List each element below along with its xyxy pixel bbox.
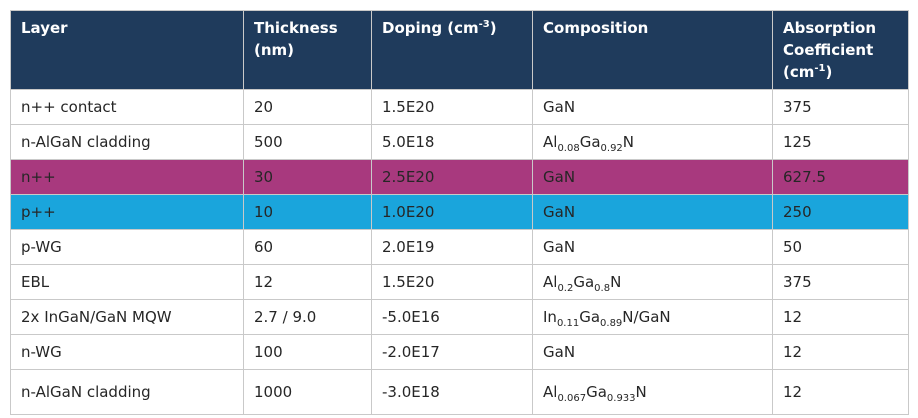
header-thickness: Thickness (nm) [243, 10, 372, 90]
cell-layer: n++ contact [10, 89, 244, 125]
cell-absorption: 50 [772, 229, 909, 265]
table-body: n++ contact 20 1.5E20 GaN 375 n-AlGaN claddin… [10, 89, 909, 415]
cell-thickness: 500 [243, 124, 372, 160]
cell-composition: GaN [532, 194, 773, 230]
table-row: EBL 12 1.5E20 Al0.2Ga0.8N 375 [10, 264, 909, 300]
table-row: n++ contact 20 1.5E20 GaN 375 [10, 89, 909, 125]
cell-absorption: 125 [772, 124, 909, 160]
cell-absorption: 375 [772, 264, 909, 300]
cell-thickness: 30 [243, 159, 372, 195]
cell-thickness: 10 [243, 194, 372, 230]
cell-doping: 2.5E20 [371, 159, 533, 195]
header-doping: Doping (cm-3) [371, 10, 533, 90]
cell-thickness: 12 [243, 264, 372, 300]
cell-doping: -5.0E16 [371, 299, 533, 335]
cell-layer: 2x InGaN/GaN MQW [10, 299, 244, 335]
cell-doping: 1.5E20 [371, 89, 533, 125]
table-row: 2x InGaN/GaN MQW 2.7 / 9.0 -5.0E16 In0.11Ga… [10, 299, 909, 335]
cell-absorption: 627.5 [772, 159, 909, 195]
layer-table-container: Layer Thickness (nm) Doping (cm-3) Compo… [10, 10, 909, 415]
cell-absorption: 12 [772, 299, 909, 335]
cell-layer: p++ [10, 194, 244, 230]
cell-doping: 2.0E19 [371, 229, 533, 265]
cell-composition: GaN [532, 159, 773, 195]
header-composition: Composition [532, 10, 773, 90]
cell-composition: GaN [532, 229, 773, 265]
cell-absorption: 12 [772, 369, 909, 415]
layer-table: Layer Thickness (nm) Doping (cm-3) Compo… [10, 10, 909, 415]
cell-absorption: 375 [772, 89, 909, 125]
cell-thickness: 2.7 / 9.0 [243, 299, 372, 335]
header-absorption: Absorption Coefficient (cm-1) [772, 10, 909, 90]
table-row: p-WG 60 2.0E19 GaN 50 [10, 229, 909, 265]
cell-layer: EBL [10, 264, 244, 300]
cell-doping: -2.0E17 [371, 334, 533, 370]
table-row: n-WG 100 -2.0E17 GaN 12 [10, 334, 909, 370]
cell-composition: Al0.08Ga0.92N [532, 124, 773, 160]
cell-layer: n-AlGaN cladding [10, 124, 244, 160]
cell-thickness: 60 [243, 229, 372, 265]
cell-absorption: 12 [772, 334, 909, 370]
cell-doping: -3.0E18 [371, 369, 533, 415]
cell-composition: Al0.067Ga0.933N [532, 369, 773, 415]
table-header-row: Layer Thickness (nm) Doping (cm-3) Compo… [10, 10, 909, 90]
cell-layer: n++ [10, 159, 244, 195]
cell-layer: p-WG [10, 229, 244, 265]
cell-composition: GaN [532, 89, 773, 125]
cell-doping: 1.5E20 [371, 264, 533, 300]
cell-layer: n-WG [10, 334, 244, 370]
cell-thickness: 100 [243, 334, 372, 370]
cell-composition: GaN [532, 334, 773, 370]
cell-composition: Al0.2Ga0.8N [532, 264, 773, 300]
cell-composition: In0.11Ga0.89N/GaN [532, 299, 773, 335]
header-layer: Layer [10, 10, 244, 90]
table-row: n++ 30 2.5E20 GaN 627.5 [10, 159, 909, 195]
cell-doping: 1.0E20 [371, 194, 533, 230]
table-row: n-AlGaN cladding 1000 -3.0E18 Al0.067Ga0.93… [10, 369, 909, 415]
cell-absorption: 250 [772, 194, 909, 230]
table-row: n-AlGaN cladding 500 5.0E18 Al0.08Ga0.92N 12… [10, 124, 909, 160]
cell-doping: 5.0E18 [371, 124, 533, 160]
cell-layer: n-AlGaN cladding [10, 369, 244, 415]
table-row: p++ 10 1.0E20 GaN 250 [10, 194, 909, 230]
cell-thickness: 20 [243, 89, 372, 125]
cell-thickness: 1000 [243, 369, 372, 415]
